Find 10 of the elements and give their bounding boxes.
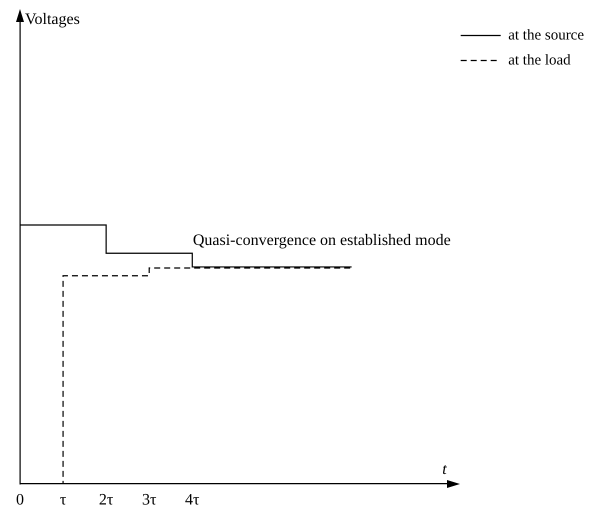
x-tick-label: 0: [16, 492, 24, 509]
x-tick-label: 2τ: [98, 492, 114, 509]
x-tick-label: 4τ: [185, 492, 200, 509]
x-tick-label: 3τ: [142, 492, 157, 509]
x-tick-label: τ: [60, 492, 67, 509]
x-axis-title: t: [442, 461, 448, 478]
annotation: Quasi-convergence on established mode: [192, 232, 451, 250]
legend-label: at the load: [508, 52, 572, 68]
text: Voltages: [25, 11, 80, 28]
legend-label: at the source: [508, 27, 584, 44]
